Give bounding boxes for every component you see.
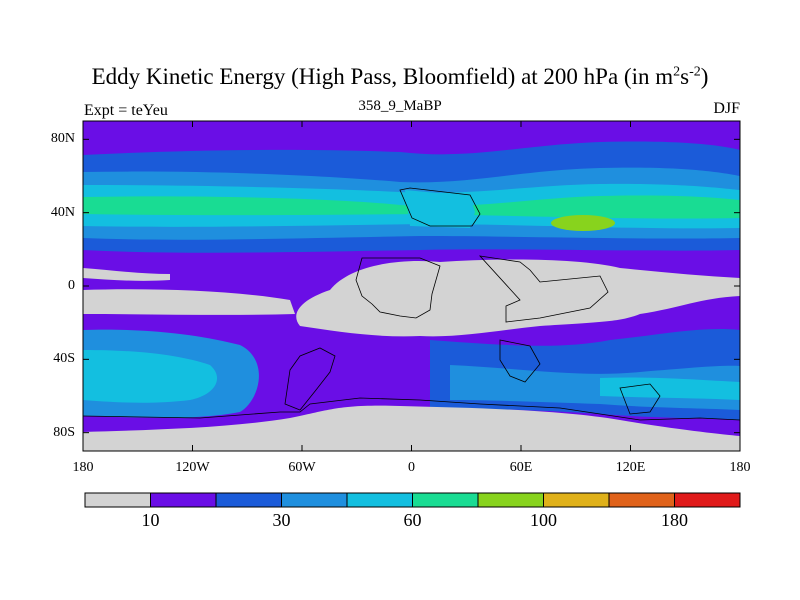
axis-ticks	[82, 121, 741, 451]
grey-antarctic	[83, 405, 740, 451]
grey-west-tropics	[83, 289, 295, 315]
blob-cyan-na	[405, 190, 475, 228]
band-cyan-south-east	[600, 377, 740, 400]
lon-tick-label: 120E	[615, 460, 646, 475]
colorbar-swatch	[608, 492, 675, 508]
colorbar	[84, 492, 741, 508]
colorbar-swatch	[150, 492, 217, 508]
coastlines	[82, 187, 741, 421]
colorbar-swatch	[84, 492, 151, 508]
colorbar-label: 60	[403, 510, 422, 530]
colorbar-swatch	[543, 492, 610, 508]
lat-tick-label: 0	[68, 278, 75, 293]
band-mid-south-east	[450, 365, 740, 410]
colorbar-swatch	[346, 492, 413, 508]
lat-tick-label: 40S	[53, 351, 75, 367]
contour-field	[83, 121, 740, 451]
colorbar-swatch	[674, 492, 741, 508]
colorbar-label: 100	[530, 510, 557, 530]
band-cyan-south	[83, 350, 218, 403]
lon-tick-label: 180	[72, 460, 94, 475]
season-label: DJF	[713, 100, 740, 117]
colorbar-swatch	[477, 492, 544, 508]
colorbar-swatch	[412, 492, 479, 508]
colorbar-label: 180	[661, 510, 688, 530]
map-title: Eddy Kinetic Energy (High Pass, Bloomfie…	[91, 64, 709, 89]
lat-tick-label: 80N	[50, 131, 75, 147]
lon-tick-label: 60E	[509, 460, 533, 475]
lime-spot	[551, 215, 615, 231]
lon-tick-label: 180	[729, 460, 751, 475]
colorbar-label: 30	[272, 510, 291, 530]
experiment-label: Expt = teYeu	[84, 102, 168, 119]
lon-tick-label: 60W	[288, 460, 316, 475]
lon-tick-label: 0	[408, 460, 415, 475]
lat-tick-label: 80S	[53, 424, 75, 440]
colorbar-label: 10	[141, 510, 160, 530]
grey-pacific-strip	[83, 268, 170, 281]
colorbar-swatch	[281, 492, 348, 508]
map-subtitle: 358_9_MaBP	[358, 98, 442, 114]
colorbar-swatch	[215, 492, 282, 508]
lon-tick-label: 120W	[175, 460, 210, 475]
lat-tick-label: 40N	[50, 204, 75, 220]
